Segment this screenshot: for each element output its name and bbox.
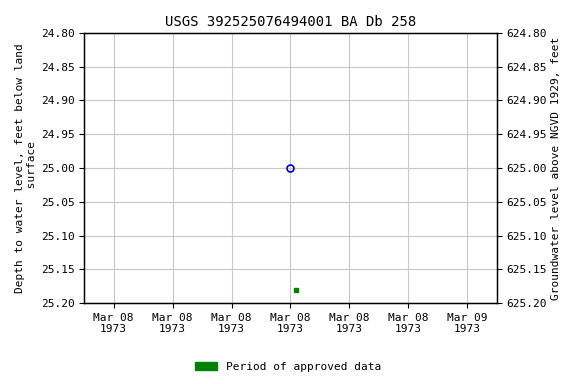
Legend: Period of approved data: Period of approved data	[191, 358, 385, 377]
Y-axis label: Groundwater level above NGVD 1929, feet: Groundwater level above NGVD 1929, feet	[551, 36, 561, 300]
Y-axis label: Depth to water level, feet below land
 surface: Depth to water level, feet below land su…	[15, 43, 37, 293]
Title: USGS 392525076494001 BA Db 258: USGS 392525076494001 BA Db 258	[165, 15, 416, 29]
